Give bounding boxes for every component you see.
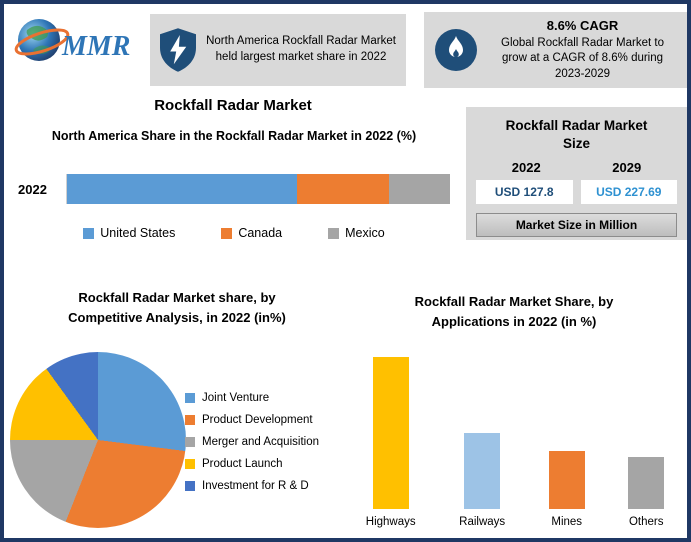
legend-item-investment-for-r-d: Investment for R & D: [185, 480, 319, 492]
bar-column-highways: Highways: [366, 357, 416, 528]
cagr-callout: 8.6% CAGR Global Rockfall Radar Market t…: [424, 12, 687, 88]
bar-segment-mexico: [388, 174, 450, 204]
legend-label: Merger and Acquisition: [202, 436, 319, 448]
market-size-value-2022: USD 127.8: [476, 180, 573, 205]
bar-area: [372, 357, 409, 509]
stacked-legend: United States Canada Mexico: [18, 226, 450, 240]
year-2029-label: 2029: [612, 160, 642, 176]
north-america-share-chart: 2022 United States Canada Mexico: [18, 174, 450, 240]
legend-swatch: [185, 415, 195, 425]
cagr-text: Global Rockfall Radar Market to grow at …: [501, 36, 664, 80]
pie-chart: [10, 352, 186, 528]
mmr-logo: MMR: [12, 10, 150, 80]
legend-swatch: [185, 393, 195, 403]
legend-item-product-launch: Product Launch: [185, 458, 319, 470]
bar-column-mines: Mines: [548, 357, 585, 528]
legend-label: Joint Venture: [202, 392, 270, 404]
pie-legend: Joint Venture Product Development Merger a…: [185, 392, 319, 492]
cagr-title: 8.6% CAGR: [546, 17, 619, 33]
bar-others: [628, 457, 665, 509]
bar-column-railways: Railways: [459, 357, 505, 528]
bar-column-others: Others: [628, 357, 665, 528]
bar-railways: [464, 433, 501, 509]
legend-item-canada: Canada: [221, 226, 282, 240]
bar-category-label: Highways: [365, 516, 416, 528]
year-2022-label: 2022: [511, 160, 541, 176]
legend-label: Product Launch: [202, 458, 283, 470]
bar-category-label: Mines: [551, 516, 583, 528]
bar-category-label: Others: [628, 516, 664, 528]
bar-category-label: Railways: [459, 516, 506, 528]
legend-swatch: [221, 227, 233, 239]
headline-text: North America Rockfall Radar Market held…: [206, 35, 396, 63]
applications-bar-chart: Highways Railways Mines Others: [344, 348, 686, 528]
stacked-bar: [66, 174, 450, 204]
legend-swatch: [185, 437, 195, 447]
pie-chart-title: Rockfall Radar Market share, by Competit…: [68, 290, 286, 325]
axis-category-label: 2022: [18, 181, 47, 197]
legend-item-mexico: Mexico: [328, 226, 385, 240]
bar-area: [628, 357, 665, 509]
flame-icon: [434, 28, 478, 72]
legend-item-merger-and-acquisition: Merger and Acquisition: [185, 436, 319, 448]
legend-swatch: [83, 227, 95, 239]
bar-segment-united-states: [67, 174, 297, 204]
market-size-unit-note: Market Size in Million: [476, 213, 677, 238]
legend-label: Product Development: [202, 414, 313, 426]
legend-item-joint-venture: Joint Venture: [185, 392, 319, 404]
legend-item-product-development: Product Development: [185, 414, 319, 426]
bar-highways: [372, 357, 409, 509]
bar-area: [464, 357, 501, 509]
page-title: Rockfall Radar Market: [154, 97, 312, 114]
legend-swatch: [185, 481, 195, 491]
bar-area: [548, 357, 585, 509]
market-size-panel: Rockfall Radar Market Size 2022 2029 USD…: [466, 107, 687, 240]
logo-text: MMR: [61, 31, 130, 62]
legend-label: Mexico: [345, 226, 385, 240]
bar-segment-canada: [296, 174, 389, 204]
stacked-chart-title: North America Share in the Rockfall Rada…: [51, 129, 417, 143]
legend-label: Investment for R & D: [202, 480, 309, 492]
market-size-title: Rockfall Radar Market Size: [505, 118, 648, 151]
legend-label: Canada: [238, 226, 283, 240]
market-size-value-2029: USD 227.69: [580, 180, 677, 205]
applications-chart-title: Rockfall Radar Market Share, by Applicat…: [414, 294, 614, 329]
headline-callout: North America Rockfall Radar Market held…: [150, 14, 406, 86]
bar-mines: [548, 451, 585, 509]
shield-bolt-icon: [160, 28, 196, 72]
globe-icon: MMR: [14, 19, 130, 62]
legend-swatch: [328, 227, 340, 239]
legend-label: United States: [100, 226, 176, 240]
legend-item-united-states: United States: [83, 226, 175, 240]
legend-swatch: [185, 459, 195, 469]
